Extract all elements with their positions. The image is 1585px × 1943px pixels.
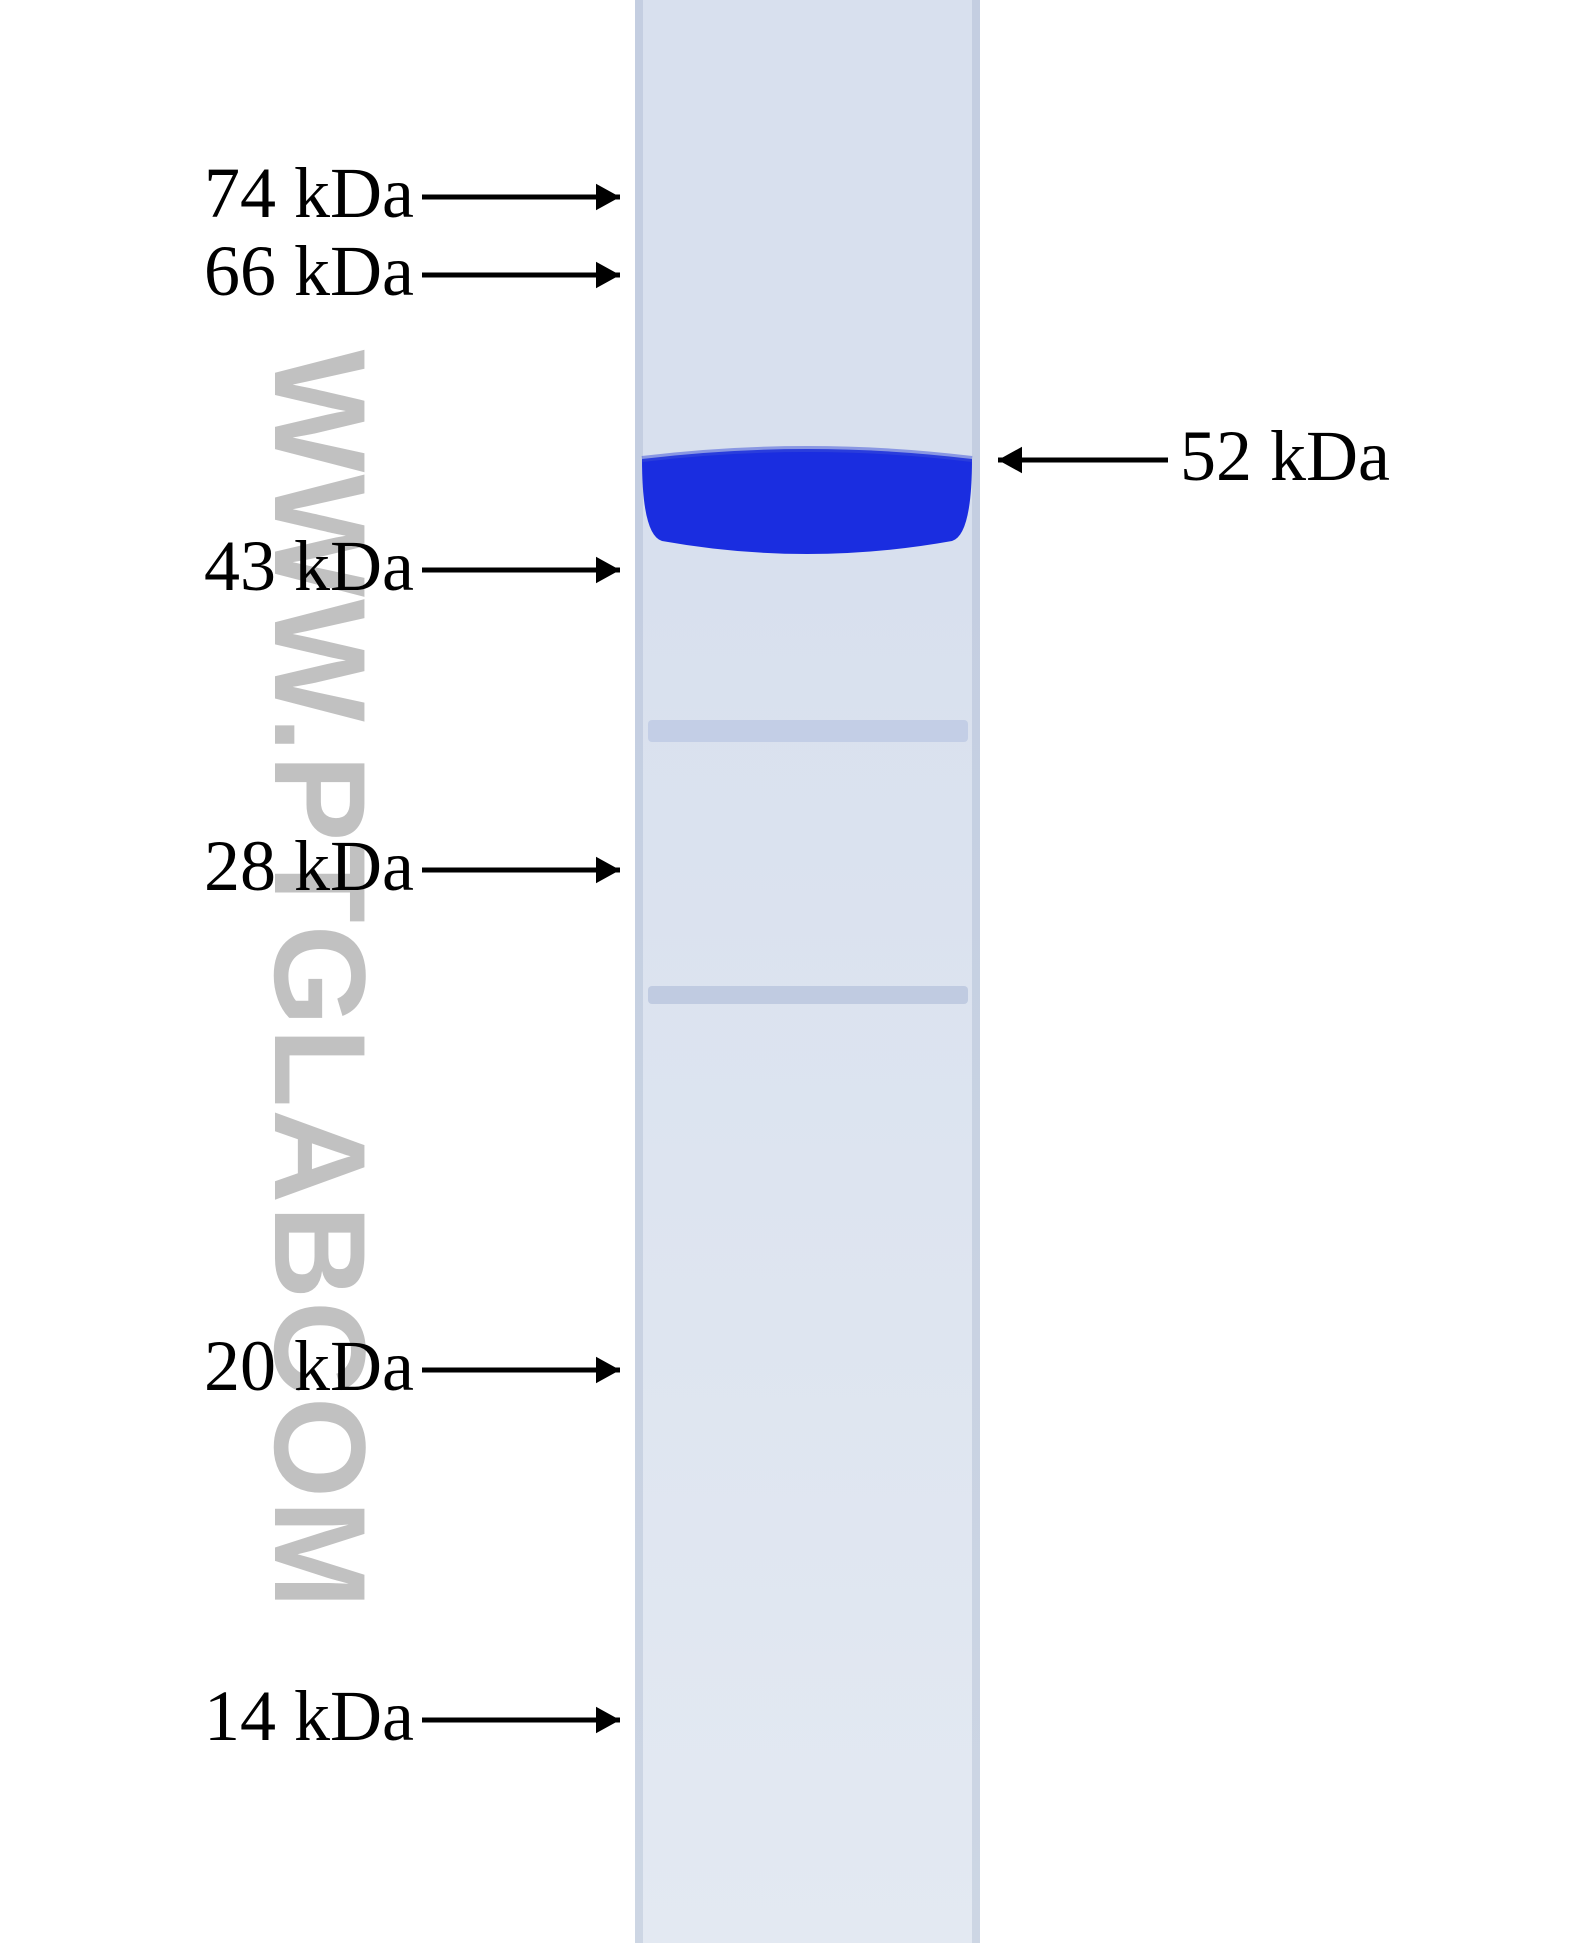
arrows-svg (0, 0, 1585, 1943)
gel-figure: WWW.PTGLABCOM 74 kDa66 kDa43 kDa28 kDa20… (0, 0, 1585, 1943)
